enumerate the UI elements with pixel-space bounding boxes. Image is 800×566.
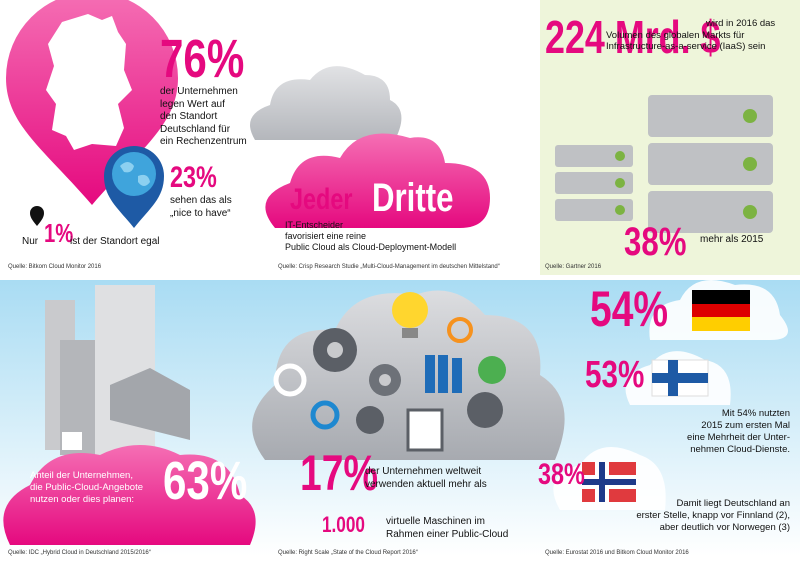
line: sehen das als: [170, 195, 232, 206]
grey-cloud: [250, 66, 402, 140]
source: Quelle: Eurostat 2016 und Bitkom Cloud M…: [545, 550, 689, 556]
globe: [112, 152, 156, 196]
flag-finland: [651, 359, 709, 397]
text: der Unternehmen legen Wert auf den Standor…: [160, 86, 247, 149]
line: Public Cloud als Cloud-Deployment-Modell: [285, 242, 457, 252]
stat: 38%: [624, 220, 687, 264]
line: legen Wert auf: [160, 98, 225, 110]
line: wird in 2016 das: [706, 18, 776, 29]
stat: 53%: [585, 354, 645, 396]
line: Volumen des globalen Markts für: [606, 29, 745, 41]
source: Quelle: Crisp Research Studie „Multi-Clo…: [278, 264, 500, 270]
line: 2015 zum ersten Mal: [701, 420, 790, 431]
source: Quelle: Bitkom Cloud Monitor 2016: [8, 264, 102, 270]
line: nehmen Cloud-Dienste.: [690, 444, 790, 455]
line: virtuelle Maschinen im: [386, 516, 485, 527]
text: Anteil der Unternehmen, die Public-Cloud-…: [30, 470, 143, 506]
text: wird in 2016 das Volumen des globalen Mar…: [606, 18, 775, 53]
line: nutzen oder dies planen:: [30, 494, 135, 505]
text: IT-Entscheider favorisiert eine reine Publ…: [285, 220, 456, 253]
text: Mit 54% nutzten 2015 zum ersten Mal eine M…: [687, 408, 790, 456]
cloud-icons: [273, 292, 506, 452]
stat: 224 Mrd. $: [545, 11, 721, 63]
globe-land: [120, 162, 150, 186]
line: verwenden aktuell mehr als: [365, 478, 487, 490]
line: eine Mehrheit der Unter-: [687, 432, 790, 443]
pink-cloud: [265, 133, 490, 228]
flag-norway: [582, 462, 636, 502]
line: Rahmen einer Public-Cloud: [386, 528, 509, 540]
line: erster Stelle, knapp vor Finnland (2),: [636, 510, 790, 521]
text: sehen das als „nice to have“: [170, 195, 232, 220]
servers: [555, 95, 773, 233]
text: Nur: [22, 236, 39, 247]
stat: 38%: [538, 458, 585, 491]
line: Mit 54% nutzten: [721, 408, 790, 419]
line: Damit liegt Deutschland an: [676, 498, 790, 509]
line: „nice to have“: [170, 207, 231, 219]
stat: 23%: [170, 161, 217, 194]
text: Damit liegt Deutschland an erster Stelle,…: [636, 498, 790, 534]
line: aber deutlich vor Norwegen (3): [659, 522, 790, 533]
line: den Standort: [160, 111, 218, 122]
line: die Public-Cloud-Angebote: [30, 482, 144, 493]
pink-cloud: [3, 445, 256, 545]
stat: 1.000: [322, 512, 365, 537]
line: favorisiert eine reine: [285, 231, 367, 241]
small-pin: [30, 206, 44, 226]
flag-germany: [692, 290, 750, 331]
factory: [45, 285, 190, 455]
text: mehr als 2015: [700, 234, 764, 245]
line: der Unternehmen: [160, 86, 238, 97]
stat: 1%: [44, 218, 74, 248]
stat: 63%: [163, 451, 248, 511]
source: Quelle: Right Scale „State of the Cloud …: [278, 550, 418, 556]
stat: 17%: [300, 445, 379, 501]
line: Infrastructure-as-a-service (IaaS) sein: [606, 41, 766, 52]
line: Deutschland für: [160, 123, 231, 135]
text: virtuelle Maschinen im Rahmen einer Publi…: [386, 516, 508, 541]
source: Quelle: IDC „Hybrid Cloud in Deutschland…: [8, 550, 151, 556]
line: der Unternehmen weltweit: [365, 466, 482, 477]
stat: Jeder: [290, 183, 353, 216]
stat: 54%: [590, 281, 669, 337]
line: IT-Entscheider: [285, 220, 344, 230]
stat: 76%: [160, 29, 245, 89]
text: der Unternehmen weltweit verwenden aktuel…: [365, 466, 487, 491]
germany-map: [46, 14, 132, 150]
text: ist der Standort egal: [70, 236, 160, 247]
stat: Dritte: [372, 176, 454, 220]
line: ein Rechenzentrum: [160, 136, 247, 147]
source: Quelle: Gartner 2016: [545, 264, 602, 270]
line: Anteil der Unternehmen,: [30, 470, 133, 481]
